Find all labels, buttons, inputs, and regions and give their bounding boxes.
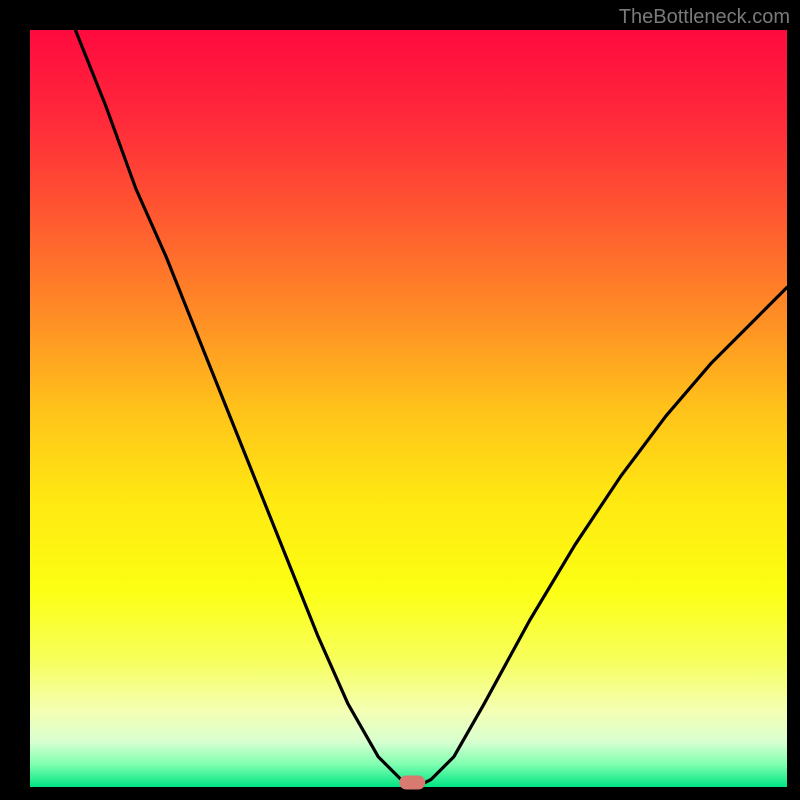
bottleneck-curve-chart: [0, 0, 800, 800]
watermark-text: TheBottleneck.com: [619, 6, 790, 29]
optimal-point-marker: [399, 776, 425, 790]
chart-container: TheBottleneck.com: [0, 0, 800, 800]
